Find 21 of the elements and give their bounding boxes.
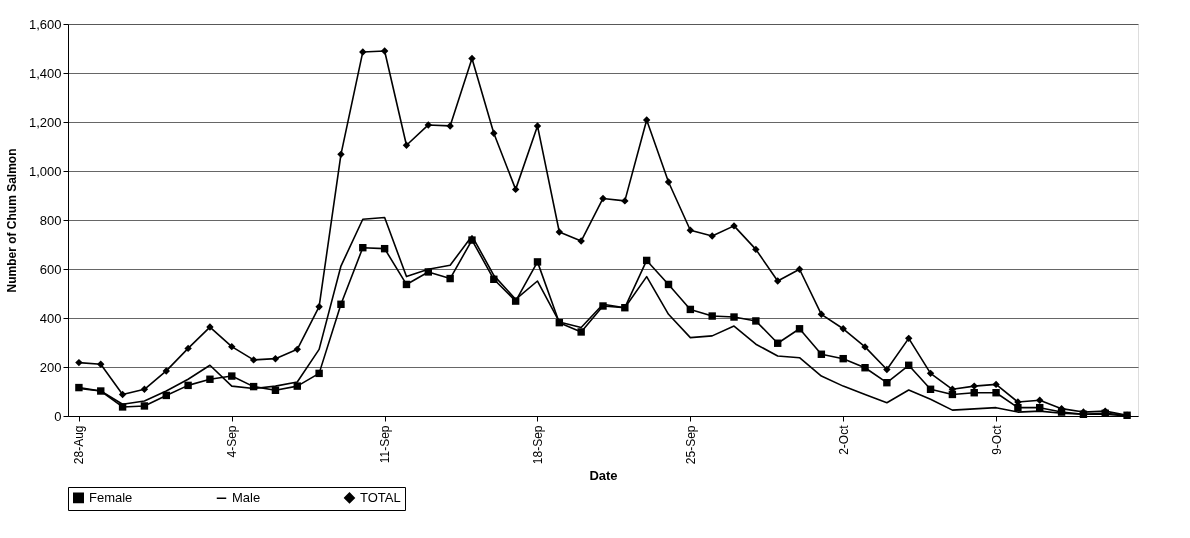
y-tick-label: 0 bbox=[54, 408, 62, 424]
y-tick-label: 1,000 bbox=[28, 163, 62, 179]
x-tick-label: 25-Sep bbox=[683, 425, 698, 465]
legend-label: Female bbox=[89, 489, 133, 505]
y-tick-label: 400 bbox=[39, 310, 62, 326]
x-tick-label: 11-Sep bbox=[378, 425, 393, 464]
x-tick-label: 28-Aug bbox=[72, 425, 87, 465]
y-axis-title: Number of Chum Salmon bbox=[4, 148, 19, 293]
x-tick-label: 4-Sep bbox=[225, 425, 240, 458]
y-tick-label: 1,600 bbox=[28, 16, 62, 32]
x-tick-label: 9-Oct bbox=[989, 424, 1004, 455]
y-tick-label: 1,400 bbox=[28, 65, 62, 81]
x-tick-label: 2-Oct bbox=[836, 424, 851, 455]
x-tick-label: 18-Sep bbox=[530, 425, 545, 465]
legend-label: Male bbox=[232, 490, 261, 506]
y-tick-label: 600 bbox=[39, 261, 62, 277]
legend-label: TOTAL bbox=[360, 489, 401, 505]
y-tick-label: 200 bbox=[39, 359, 62, 375]
x-axis-title: Date bbox=[589, 468, 618, 484]
y-tick-label: 1,200 bbox=[28, 114, 62, 130]
y-tick-label: 800 bbox=[39, 212, 62, 228]
